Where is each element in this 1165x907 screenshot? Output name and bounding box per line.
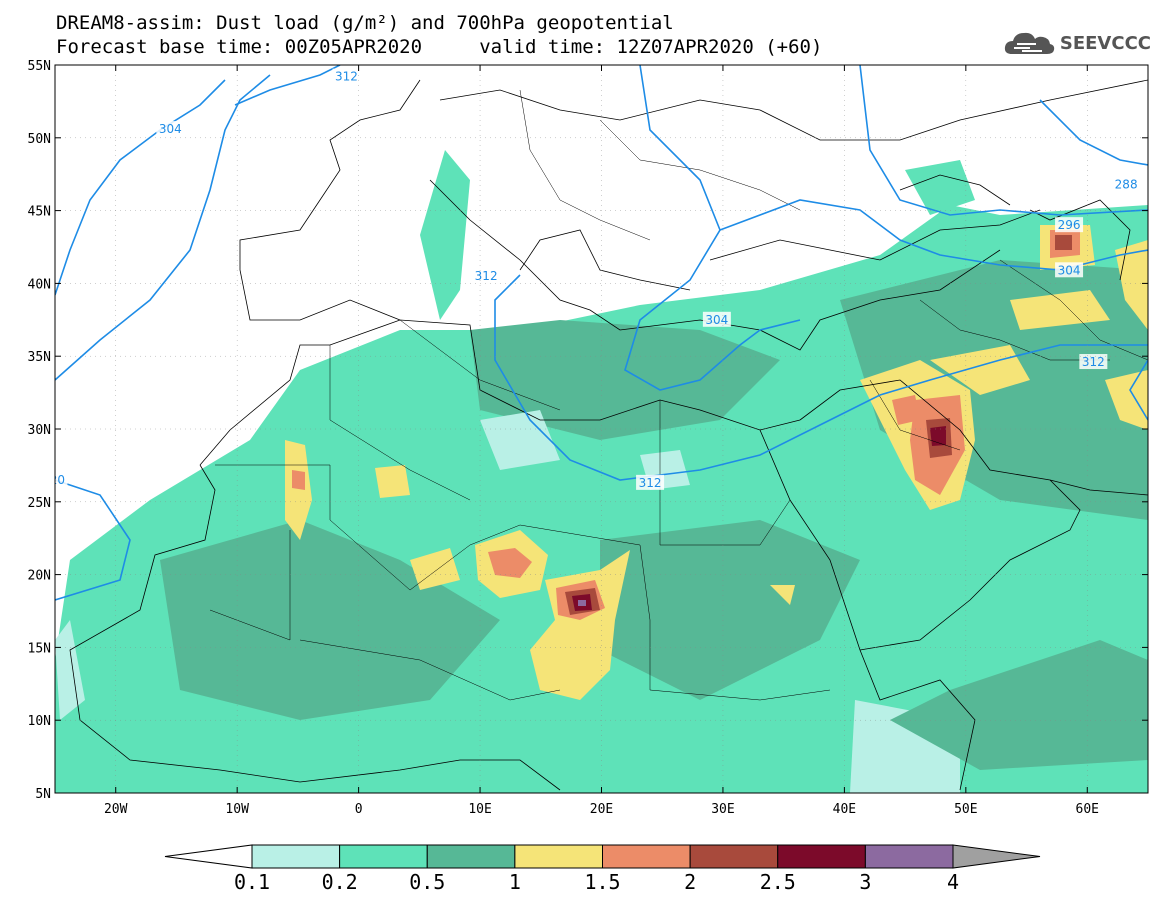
colorbar-segment	[339, 844, 428, 869]
map-content: 312 304 288 296 304 312 304 312 312 20	[50, 65, 1148, 793]
contour-labels: 312 304 288 296 304 312 304 312 312 20	[50, 68, 1141, 490]
lon-tick-label: 10W	[225, 802, 249, 817]
lat-tick-label: 5N	[35, 787, 51, 802]
lon-tick-label: 40E	[833, 802, 856, 817]
geopotential-contours	[55, 65, 1148, 601]
lat-tick-label: 15N	[28, 641, 51, 656]
lon-tick-label: 0	[355, 802, 363, 817]
contour-label: 296	[1058, 218, 1081, 232]
contour-label-bg	[1112, 176, 1141, 192]
colorbar-label: 2	[684, 870, 696, 894]
lon-tick-label: 30E	[711, 802, 734, 817]
contour-label: 312	[475, 269, 498, 283]
contour-label-bg	[636, 474, 665, 490]
contour-label-bg	[1055, 262, 1084, 278]
contour-label: 288	[1115, 177, 1138, 191]
chart-title: DREAM8-assim: Dust load (g/m²) and 700hP…	[56, 12, 674, 34]
contour-label: 304	[1058, 263, 1081, 277]
coastlines	[69, 79, 1148, 791]
contour-label-bg	[1079, 354, 1108, 370]
contour-label-bg	[1055, 217, 1084, 233]
lat-tick-label: 55N	[28, 59, 51, 74]
forecast-time-subtitle: Forecast base time: 00Z05APR2020 valid t…	[56, 36, 823, 58]
contour-label: 304	[159, 122, 182, 136]
contour-label: 312	[1082, 355, 1105, 369]
lat-tick-label: 45N	[28, 205, 51, 220]
contour-label-bg	[332, 68, 361, 84]
colorbar-segment	[164, 844, 253, 869]
dust-load-field	[55, 150, 1148, 793]
lon-tick-label: 60E	[1076, 802, 1099, 817]
colorbar-label: 0.5	[409, 870, 445, 894]
lat-tick-label: 35N	[28, 350, 51, 365]
lat-tick-label: 30N	[28, 423, 51, 438]
contour-label-bg	[55, 471, 68, 487]
colorbar-label: 4	[947, 870, 959, 894]
latitude-axis: 55N 50N 45N 40N 35N 30N 25N 20N 15N 10N 5N	[28, 59, 1148, 802]
lon-tick-label: 20W	[104, 802, 128, 817]
contour-label: 304	[705, 313, 728, 327]
contour-label: 312	[335, 70, 358, 84]
colorbar-segment	[514, 844, 603, 869]
contour-label: 20	[50, 473, 65, 487]
cloud-icon	[1004, 32, 1055, 54]
colorbar-label: 1	[509, 870, 521, 894]
colorbar-label: 3	[859, 870, 871, 894]
contour-label-bg	[156, 121, 185, 137]
colorbar-segment	[864, 844, 954, 869]
seevccc-logo: SEEVCCC	[1002, 28, 1151, 58]
lat-tick-label: 40N	[28, 277, 51, 292]
logo-text: SEEVCCC	[1059, 32, 1151, 54]
colorbar-segment	[426, 844, 516, 869]
colorbar-segment	[952, 844, 1041, 869]
colorbar-segment	[251, 844, 341, 869]
colorbar-label: 2.5	[760, 870, 796, 894]
colorbar-segment	[777, 844, 866, 869]
longitude-axis: 20W 10W 0 10E 20E 30E 40E 50E 60E	[104, 65, 1099, 817]
contour-label-bg	[472, 268, 501, 284]
colorbar-segment	[602, 844, 691, 869]
lat-tick-label: 10N	[28, 714, 51, 729]
contour-label: 312	[639, 476, 662, 490]
lon-tick-label: 20E	[590, 802, 613, 817]
lat-tick-label: 25N	[28, 496, 51, 511]
lat-tick-label: 20N	[28, 569, 51, 584]
lat-tick-label: 50N	[28, 132, 51, 147]
colorbar-label: 0.1	[234, 870, 270, 894]
contour-label-bg	[702, 311, 731, 327]
colorbar: 0.1 0.2 0.5 1 1.5 2 2.5 3 4	[164, 844, 1041, 894]
lon-tick-label: 10E	[468, 802, 491, 817]
colorbar-segment	[689, 844, 779, 869]
lon-tick-label: 50E	[954, 802, 977, 817]
gridlines	[55, 65, 1148, 793]
colorbar-label: 1.5	[584, 870, 620, 894]
colorbar-label: 0.2	[322, 870, 358, 894]
